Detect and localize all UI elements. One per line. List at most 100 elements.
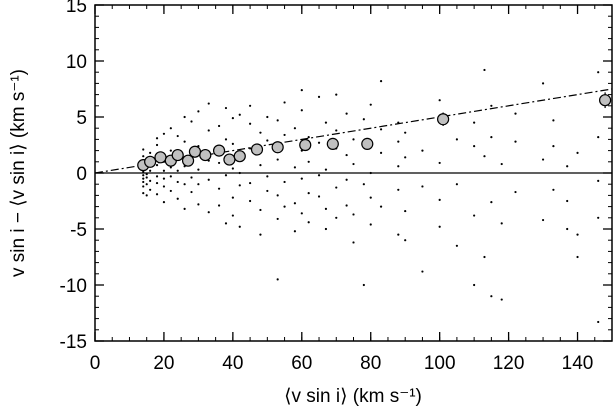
data-point bbox=[145, 194, 148, 197]
mean-point bbox=[171, 148, 184, 162]
mean-point bbox=[599, 94, 612, 107]
data-point bbox=[490, 136, 493, 139]
data-point bbox=[149, 188, 152, 191]
mean-point bbox=[212, 144, 226, 157]
mean-point bbox=[271, 141, 284, 154]
y-tick-label: 0 bbox=[76, 164, 87, 185]
data-point bbox=[345, 204, 348, 207]
data-point bbox=[324, 121, 328, 124]
data-point bbox=[162, 132, 166, 135]
data-point bbox=[483, 255, 486, 259]
data-point bbox=[276, 194, 279, 197]
data-point bbox=[145, 183, 148, 186]
data-point bbox=[324, 227, 328, 231]
data-point bbox=[183, 207, 186, 210]
data-point bbox=[566, 165, 569, 168]
data-point bbox=[197, 203, 200, 206]
data-point bbox=[169, 149, 172, 152]
data-point bbox=[404, 131, 407, 134]
data-point bbox=[155, 175, 159, 178]
x-tick-label: 120 bbox=[493, 353, 525, 374]
data-point bbox=[231, 214, 234, 217]
data-point bbox=[597, 179, 600, 182]
data-point bbox=[231, 167, 234, 170]
mean-point bbox=[223, 153, 236, 166]
data-point bbox=[207, 178, 210, 181]
data-point bbox=[249, 181, 252, 185]
data-point bbox=[473, 214, 476, 217]
data-point bbox=[217, 204, 221, 207]
data-point bbox=[155, 181, 159, 185]
data-point bbox=[293, 166, 297, 169]
data-point bbox=[335, 186, 338, 189]
y-tick-label: -5 bbox=[70, 220, 87, 241]
data-point bbox=[276, 278, 279, 281]
data-point bbox=[369, 223, 372, 226]
data-point bbox=[231, 117, 234, 120]
mean-point bbox=[437, 113, 450, 126]
data-point bbox=[397, 165, 400, 168]
data-point bbox=[276, 217, 279, 221]
data-point bbox=[541, 158, 545, 161]
mean-point bbox=[326, 137, 339, 150]
data-point bbox=[317, 195, 321, 198]
data-point bbox=[190, 190, 193, 194]
data-point bbox=[293, 127, 297, 130]
data-point bbox=[155, 193, 159, 196]
data-point bbox=[473, 121, 476, 124]
data-point bbox=[352, 138, 355, 141]
data-point bbox=[541, 218, 545, 222]
data-point bbox=[217, 161, 221, 165]
data-point bbox=[155, 164, 159, 167]
data-point bbox=[455, 138, 458, 141]
data-point bbox=[576, 255, 579, 259]
data-point bbox=[238, 171, 241, 175]
data-point bbox=[473, 145, 476, 148]
data-point bbox=[266, 115, 269, 119]
y-axis-label: v sin i − ⟨v sin i⟩ (km s⁻¹) bbox=[8, 69, 29, 277]
data-point bbox=[249, 104, 252, 107]
data-point bbox=[293, 202, 297, 205]
data-point bbox=[145, 176, 148, 179]
data-point bbox=[155, 143, 159, 147]
y-tick-label: 15 bbox=[66, 0, 87, 17]
data-point bbox=[421, 149, 424, 152]
data-point bbox=[207, 102, 210, 105]
data-point bbox=[362, 283, 365, 287]
data-point bbox=[231, 142, 234, 145]
data-point bbox=[283, 101, 286, 104]
y-tick-label: 5 bbox=[76, 108, 87, 129]
data-point bbox=[421, 185, 424, 188]
data-point bbox=[142, 180, 145, 184]
data-point bbox=[249, 122, 252, 125]
data-point bbox=[379, 151, 383, 154]
data-point bbox=[162, 185, 166, 188]
mean-point bbox=[299, 138, 312, 152]
data-point bbox=[483, 155, 486, 158]
data-point bbox=[224, 138, 228, 141]
x-tick-label: 40 bbox=[222, 353, 243, 374]
data-point bbox=[142, 192, 145, 195]
data-point bbox=[317, 174, 321, 177]
data-point bbox=[266, 139, 269, 142]
data-point bbox=[335, 216, 338, 219]
data-point bbox=[149, 151, 152, 154]
data-point bbox=[197, 183, 200, 186]
y-tick-label: -10 bbox=[60, 276, 87, 297]
data-point bbox=[300, 212, 303, 215]
data-point bbox=[266, 189, 269, 193]
data-point bbox=[369, 196, 372, 199]
x-tick-label: 0 bbox=[90, 353, 101, 374]
data-point bbox=[335, 129, 338, 132]
data-point bbox=[207, 129, 210, 132]
data-point bbox=[259, 164, 262, 167]
data-point bbox=[576, 233, 579, 236]
data-point bbox=[162, 169, 166, 172]
data-point bbox=[576, 151, 579, 154]
data-point bbox=[379, 205, 383, 208]
data-point bbox=[455, 183, 458, 186]
data-point bbox=[207, 211, 210, 214]
y-tick-label: 10 bbox=[66, 52, 87, 73]
data-point bbox=[224, 106, 228, 110]
